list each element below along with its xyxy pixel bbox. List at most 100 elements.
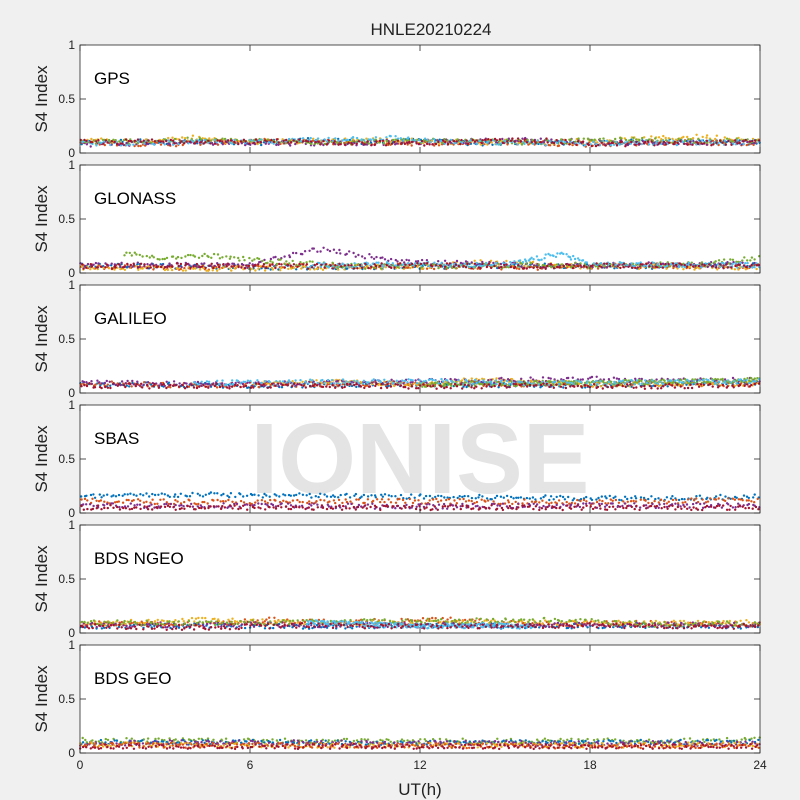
data-point xyxy=(98,381,101,384)
data-point xyxy=(743,384,746,387)
data-point xyxy=(573,257,577,261)
data-point xyxy=(624,385,627,389)
data-point xyxy=(314,138,318,142)
data-point xyxy=(731,376,735,380)
data-point xyxy=(437,140,440,144)
data-point xyxy=(327,266,330,269)
data-point xyxy=(240,266,243,269)
data-point xyxy=(122,138,126,142)
data-point xyxy=(650,262,653,265)
data-point xyxy=(473,378,477,382)
data-point xyxy=(645,381,648,385)
data-point xyxy=(296,383,299,386)
data-point xyxy=(628,139,631,142)
data-point xyxy=(431,143,434,146)
data-point xyxy=(729,381,732,384)
data-point xyxy=(129,382,132,386)
data-point xyxy=(408,263,411,267)
data-point xyxy=(82,380,86,384)
data-point xyxy=(437,382,440,385)
data-point xyxy=(711,379,714,382)
data-point xyxy=(150,138,154,141)
data-point xyxy=(166,265,169,269)
data-point xyxy=(260,143,263,147)
data-point xyxy=(153,143,156,146)
data-point xyxy=(383,378,386,381)
data-point xyxy=(394,383,397,386)
data-point xyxy=(180,265,183,269)
data-point xyxy=(230,385,234,388)
data-point xyxy=(408,140,411,144)
data-point xyxy=(404,263,407,266)
data-point xyxy=(230,269,233,272)
data-point xyxy=(283,255,286,258)
data-point xyxy=(676,378,679,382)
data-point xyxy=(131,379,134,383)
data-point xyxy=(381,139,385,142)
data-point xyxy=(407,378,410,381)
data-point xyxy=(161,257,164,261)
data-point xyxy=(535,266,539,269)
data-point xyxy=(485,265,489,269)
data-point xyxy=(635,379,639,382)
data-point xyxy=(90,380,93,383)
data-point xyxy=(246,379,250,382)
data-point xyxy=(186,253,190,257)
data-point xyxy=(242,495,245,498)
data-point xyxy=(218,257,222,260)
data-point xyxy=(153,382,156,386)
data-point xyxy=(295,141,298,144)
data-point xyxy=(301,265,304,268)
data-point xyxy=(209,142,212,145)
data-point xyxy=(605,266,609,269)
data-point xyxy=(271,382,274,385)
data-point xyxy=(405,258,408,262)
data-point xyxy=(506,143,509,146)
data-point xyxy=(420,258,424,262)
data-point xyxy=(573,264,576,267)
data-point xyxy=(322,246,325,249)
data-point xyxy=(749,381,752,385)
data-point xyxy=(301,380,304,383)
data-point xyxy=(711,265,715,268)
data-point xyxy=(463,383,467,387)
data-point xyxy=(658,380,662,383)
data-point xyxy=(666,385,669,388)
data-point xyxy=(495,382,498,386)
data-point xyxy=(483,383,486,386)
data-point xyxy=(179,492,182,495)
data-point xyxy=(189,253,192,257)
data-point xyxy=(85,139,88,143)
data-point xyxy=(732,379,736,383)
data-point xyxy=(228,257,232,260)
data-point xyxy=(751,266,754,269)
data-point xyxy=(670,379,673,383)
data-point xyxy=(700,142,703,145)
data-point xyxy=(389,140,392,143)
data-point xyxy=(234,381,237,385)
data-point xyxy=(139,144,142,148)
data-point xyxy=(418,139,421,142)
data-point xyxy=(576,140,580,143)
data-point xyxy=(197,139,200,142)
data-point xyxy=(278,380,282,383)
data-point xyxy=(152,256,155,259)
data-point xyxy=(513,260,516,263)
data-point xyxy=(203,262,206,265)
data-point xyxy=(552,141,556,145)
data-point xyxy=(726,266,729,269)
data-point xyxy=(638,382,641,385)
data-point xyxy=(389,385,393,388)
data-point xyxy=(707,379,710,382)
data-point xyxy=(627,265,630,268)
data-point xyxy=(181,143,184,147)
data-point xyxy=(692,265,695,268)
data-point xyxy=(738,383,742,387)
data-point xyxy=(307,382,310,385)
data-point xyxy=(203,252,206,256)
data-point xyxy=(353,262,356,265)
data-point xyxy=(402,139,405,142)
data-point xyxy=(184,255,187,258)
data-point xyxy=(110,380,114,383)
data-point xyxy=(325,385,328,388)
